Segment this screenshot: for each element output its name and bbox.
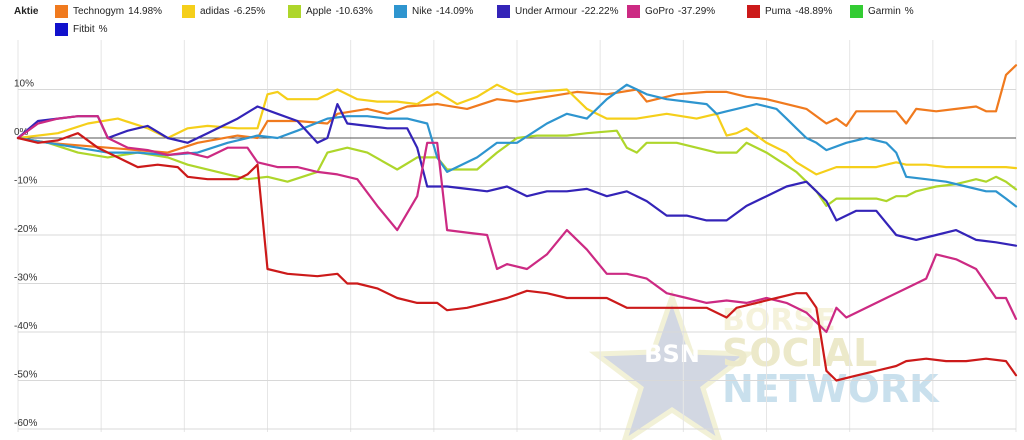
legend-item-fitbit[interactable]: Fitbit% [55,21,108,37]
legend-series-value: % [904,5,914,17]
legend-swatch [627,4,640,18]
legend-series-value: -6.25% [233,5,266,17]
legend-series-name: Apple [306,5,332,17]
watermark-line-3: NETWORK [722,367,940,411]
legend-series-name: Garmin [868,5,901,17]
legend-item-puma[interactable]: Puma -48.89% [747,3,832,19]
legend-series-name: Fitbit [73,23,95,35]
legend-series-name: GoPro [645,5,674,17]
y-axis-tick-labels: 10% 0% -10% -20% -30% -40% -50% -60% [14,79,37,430]
legend-series-name: Under Armour [515,5,578,17]
legend-swatch [288,4,301,18]
legend-item-technogym[interactable]: Technogym 14.98% [55,3,162,19]
watermark-star-text: BSN [644,340,700,368]
legend: Aktie Technogym 14.98% adidas -6.25% Apple -1… [0,0,1024,40]
watermark-star-icon [588,289,756,440]
legend-series-value: -37.29% [677,5,716,17]
legend-item-garmin[interactable]: Garmin% [850,3,914,19]
legend-series-value: % [98,23,108,35]
series-line-under-armour [16,102,1018,247]
series-line-gopro [16,115,1018,334]
series-line-adidas [16,83,1018,176]
legend-series-name: adidas [200,5,230,17]
x-gridlines [17,40,1017,432]
watermark-line-2: SOCIAL [722,331,877,375]
legend-series-value: 14.98% [128,5,163,17]
legend-series-value: -14.09% [436,5,474,17]
y-tick-label: -10% [14,176,37,187]
legend-series-value: -48.89% [795,5,833,17]
legend-item-under-armour[interactable]: Under Armour -22.22% [497,3,619,19]
y-tick-label: 10% [14,79,34,90]
series-lines [16,64,1018,382]
legend-item-apple[interactable]: Apple -10.63% [288,3,373,19]
y-tick-label: -50% [14,370,37,381]
legend-swatch [747,4,760,18]
y-tick-label: -30% [14,273,37,284]
y-tick-label: 0% [14,127,29,138]
y-gridlines [18,89,1016,430]
legend-swatch [394,4,407,18]
legend-swatch [55,4,68,18]
legend-swatch [182,4,195,18]
legend-title: Aktie [14,6,39,17]
series-line-nike [16,83,1018,208]
legend-item-nike[interactable]: Nike -14.09% [394,3,473,19]
legend-swatch [850,4,863,18]
legend-series-name: Technogym [73,5,125,17]
y-tick-label: -60% [14,418,37,429]
legend-item-adidas[interactable]: adidas -6.25% [182,3,265,19]
y-tick-label: -20% [14,224,37,235]
legend-series-name: Nike [412,5,433,17]
legend-series-value: -10.63% [335,5,373,17]
legend-item-gopro[interactable]: GoPro -37.29% [627,3,715,19]
series-line-apple [16,129,1018,207]
legend-swatch [497,4,510,18]
legend-swatch [55,22,68,36]
legend-series-name: Puma [765,5,792,17]
y-tick-label: -40% [14,321,37,332]
legend-series-value: -22.22% [581,5,619,17]
series-line-puma [16,132,1018,382]
